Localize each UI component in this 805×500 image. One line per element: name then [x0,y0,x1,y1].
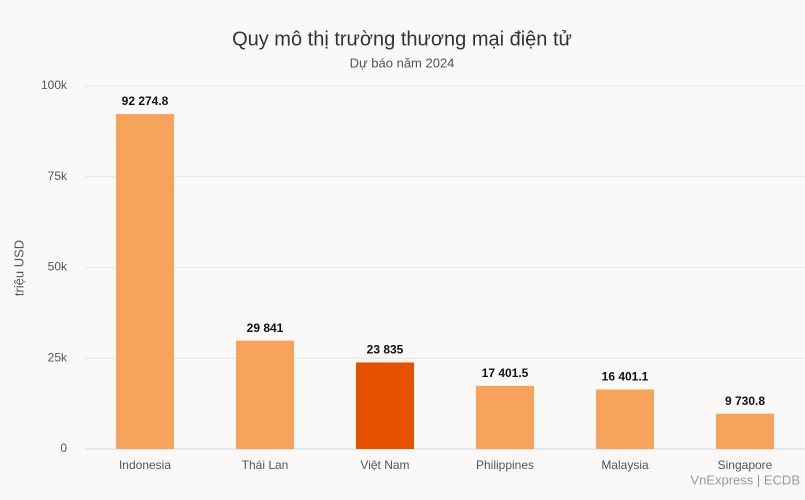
y-tick-label: 100k [41,78,68,92]
x-tick-label: Philippines [476,458,534,472]
x-tick-label: Singapore [718,458,773,472]
y-tick-label: 25k [48,350,68,364]
y-tick-label: 0 [60,441,67,455]
chart-title: Quy mô thị trường thương mại điện tử [232,28,572,50]
y-tick-label: 75k [48,169,68,183]
bar [476,385,534,449]
x-tick-label: Thái Lan [242,458,289,472]
y-axis-label: triệu USD [11,240,26,296]
source: VnExpress | ECDB [690,472,800,487]
bar [716,413,774,449]
x-tick-label: Việt Nam [360,458,409,472]
y-tick-label: 50k [48,260,68,274]
bar [596,389,654,449]
chart-subtitle: Dự báo năm 2024 [350,55,455,70]
value-label: 23 835 [367,343,404,357]
x-tick-label: Indonesia [119,458,171,472]
value-label: 29 841 [247,321,284,335]
bar [236,340,294,449]
value-label: 17 401.5 [482,366,529,380]
bar [116,114,174,449]
bar [356,362,414,449]
value-label: 92 274.8 [122,94,169,108]
value-label: 9 730.8 [725,394,765,408]
value-label: 16 401.1 [602,370,649,384]
x-tick-label: Malaysia [601,458,649,472]
